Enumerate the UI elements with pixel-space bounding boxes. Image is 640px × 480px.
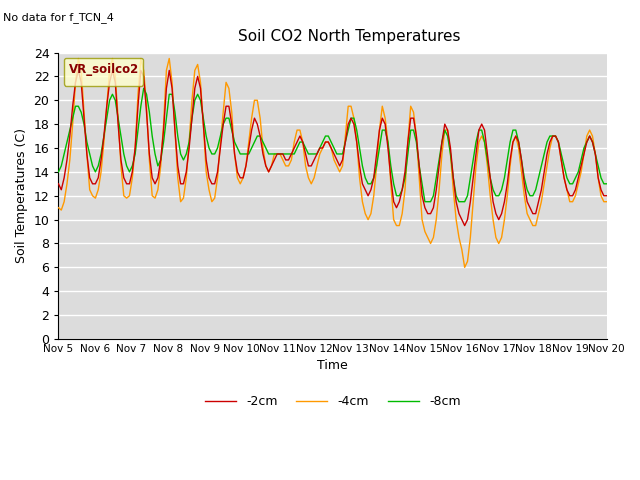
-4cm: [171, 127, 179, 133]
-8cm: [342, 139, 349, 145]
-8cm: [140, 85, 147, 91]
-4cm: [603, 199, 611, 204]
-4cm: [484, 163, 492, 169]
-4cm: [461, 264, 468, 270]
-2cm: [109, 68, 116, 73]
-4cm: [342, 133, 349, 139]
X-axis label: Time: Time: [317, 360, 348, 372]
-2cm: [171, 127, 179, 133]
Line: -4cm: -4cm: [58, 59, 607, 267]
Title: Soil CO2 North Temperatures: Soil CO2 North Temperatures: [238, 29, 460, 44]
-2cm: [74, 68, 82, 73]
Y-axis label: Soil Temperatures (C): Soil Temperatures (C): [15, 128, 28, 263]
-8cm: [171, 109, 179, 115]
-4cm: [74, 56, 82, 61]
-4cm: [54, 205, 62, 211]
-8cm: [500, 175, 508, 180]
-8cm: [484, 157, 492, 163]
-2cm: [342, 139, 349, 145]
-8cm: [603, 181, 611, 187]
Line: -8cm: -8cm: [58, 88, 607, 202]
-2cm: [500, 199, 508, 204]
-4cm: [109, 56, 116, 61]
-4cm: [500, 217, 508, 223]
-2cm: [461, 223, 468, 228]
-2cm: [603, 193, 611, 199]
Legend: -2cm, -4cm, -8cm: -2cm, -4cm, -8cm: [200, 390, 465, 413]
-4cm: [316, 151, 324, 157]
-2cm: [316, 145, 324, 151]
-2cm: [484, 151, 492, 157]
-8cm: [316, 145, 324, 151]
-2cm: [54, 181, 62, 187]
-8cm: [421, 199, 429, 204]
-8cm: [106, 97, 113, 103]
-8cm: [54, 169, 62, 175]
Line: -2cm: -2cm: [58, 71, 607, 226]
Text: No data for f_TCN_4: No data for f_TCN_4: [3, 12, 114, 23]
